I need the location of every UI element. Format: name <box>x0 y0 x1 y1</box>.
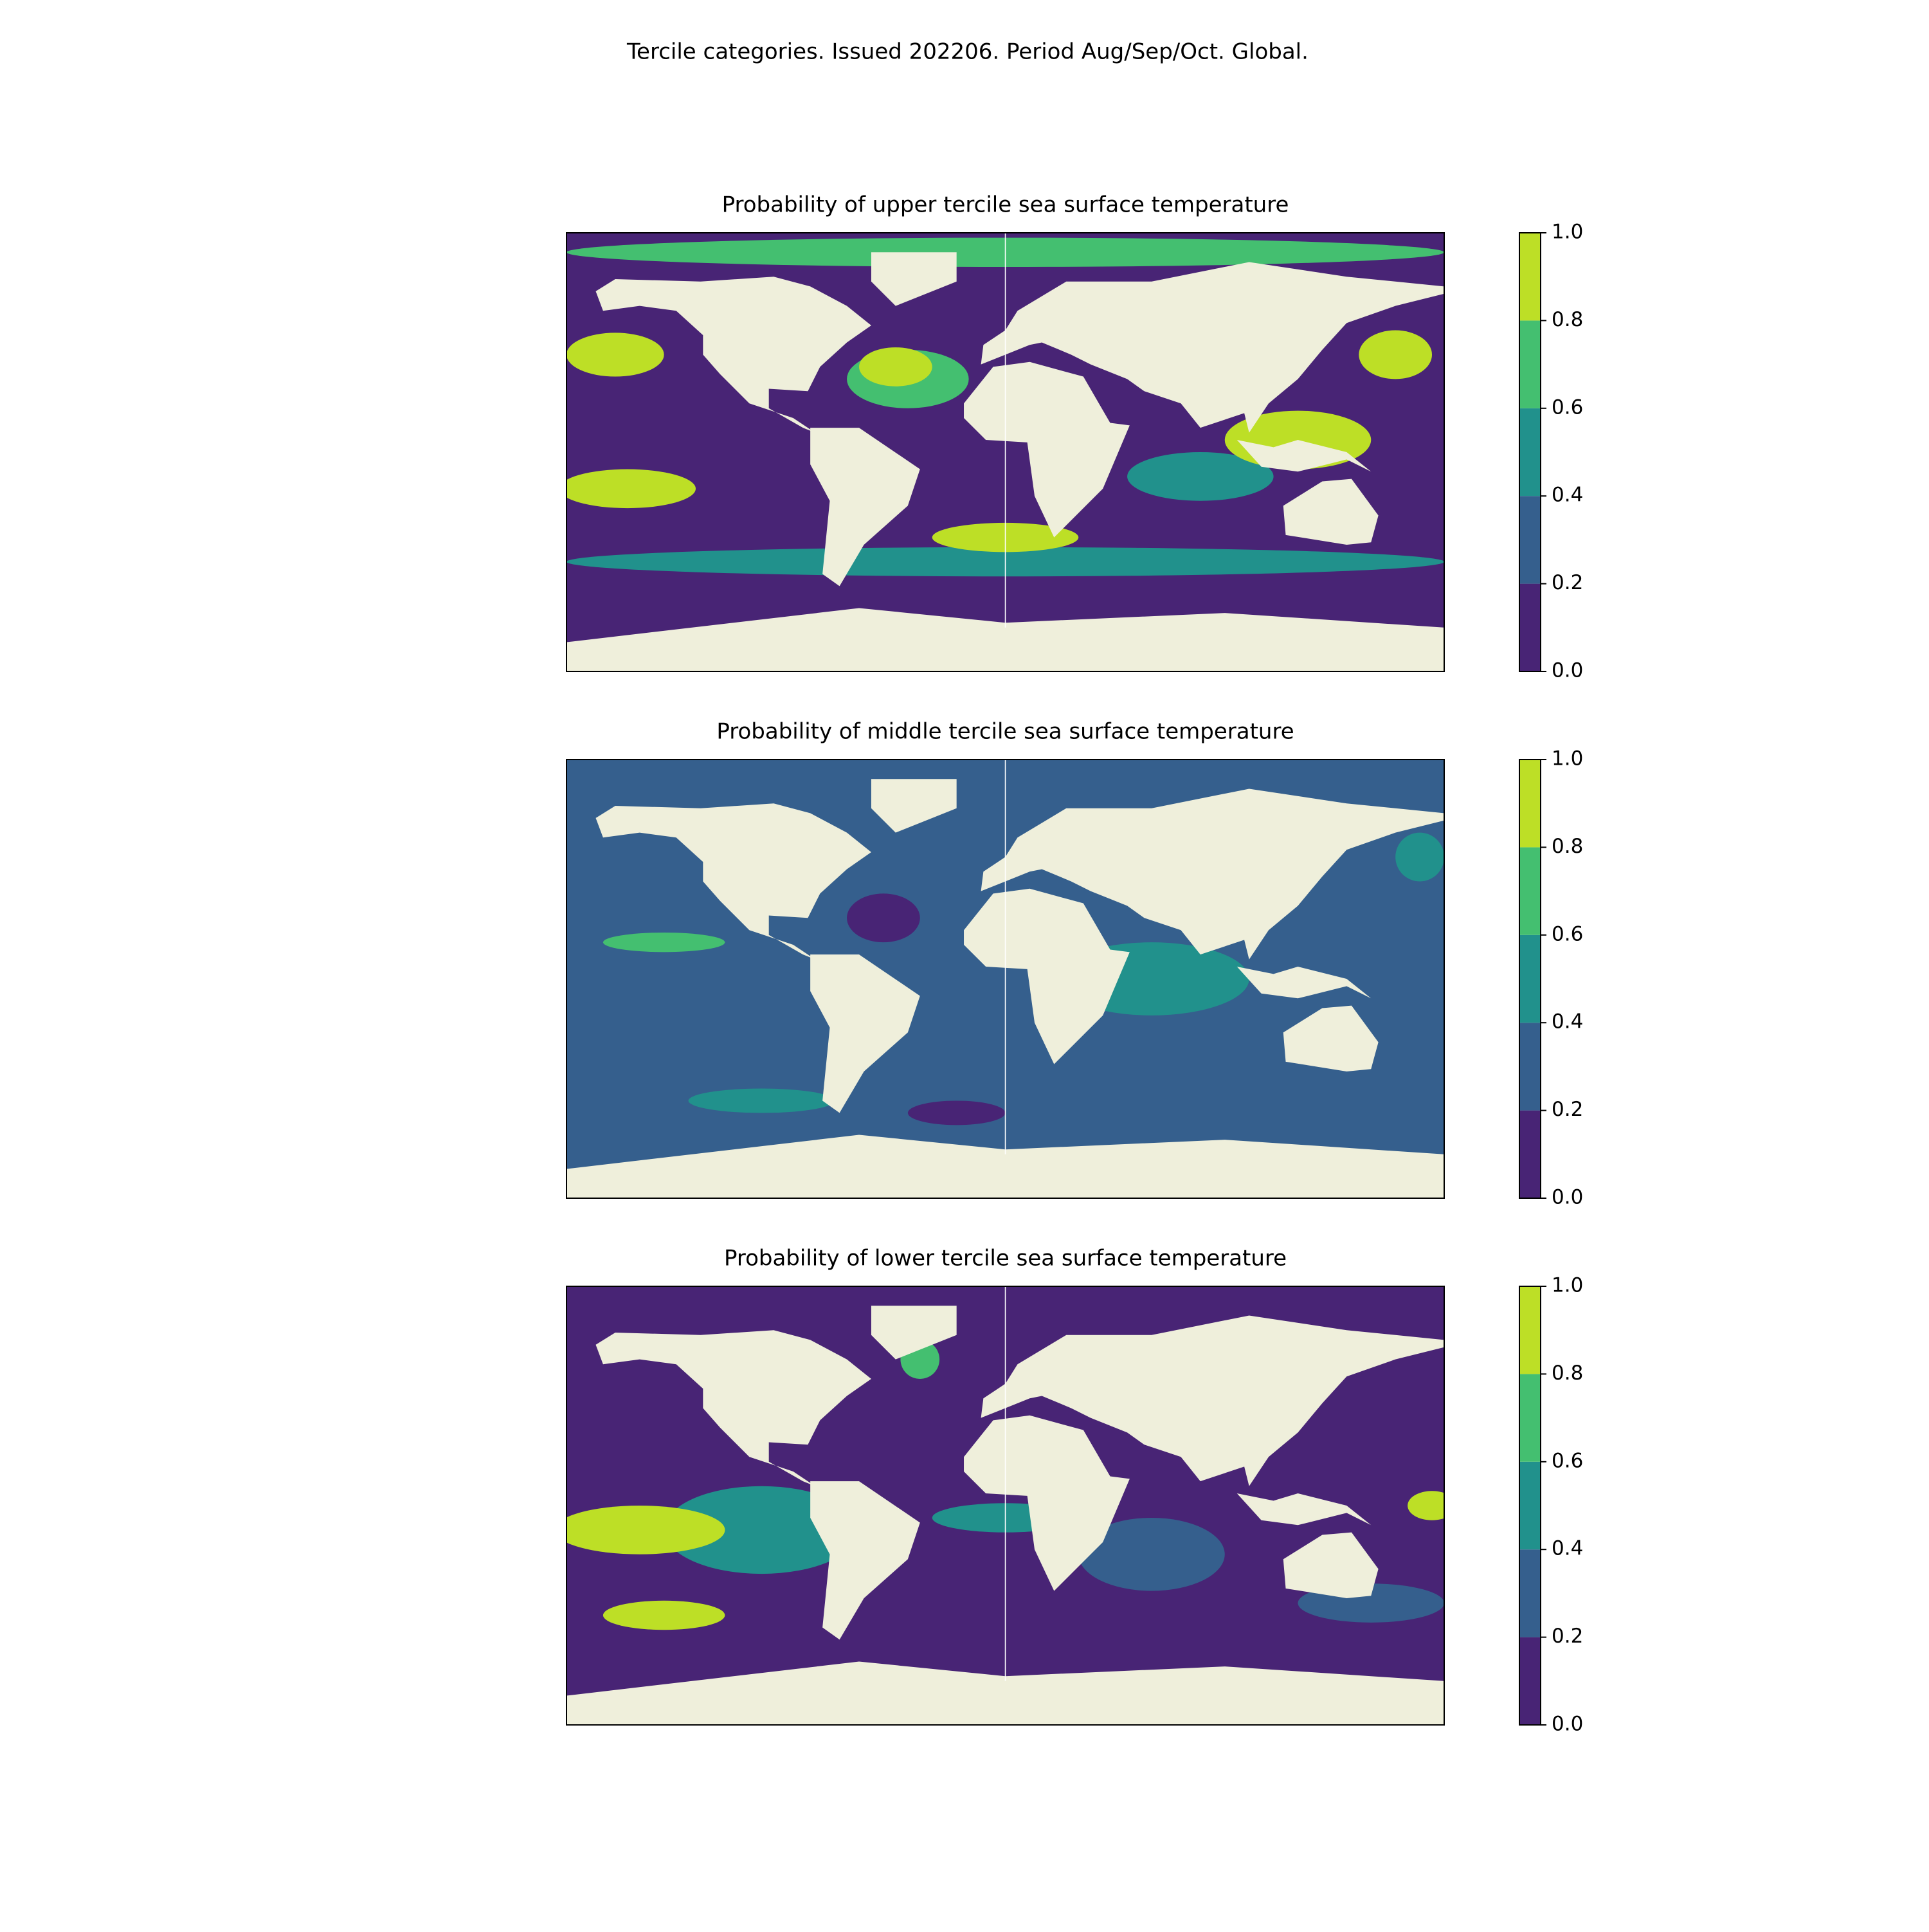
probability-patch <box>602 1600 725 1630</box>
land <box>1283 478 1379 545</box>
map <box>566 1286 1444 1725</box>
colorbar-segment <box>1519 1110 1541 1198</box>
colorbar-tick-label: 0.0 <box>1552 1186 1583 1209</box>
map <box>566 760 1444 1198</box>
probability-patch <box>847 893 920 943</box>
colorbar-tick-label: 1.0 <box>1552 221 1583 244</box>
colorbar-segment <box>1519 1461 1541 1550</box>
probability-patch <box>566 469 696 509</box>
map <box>566 233 1444 671</box>
colorbar-tick-label: 0.8 <box>1552 308 1583 331</box>
land <box>810 1481 920 1640</box>
probability-patch <box>1127 452 1274 501</box>
colorbar-segment <box>1519 1286 1541 1374</box>
map-frame <box>566 1286 1445 1726</box>
colorbar-tick-label: 0.2 <box>1552 1098 1583 1121</box>
colorbar-segment <box>1519 934 1541 1023</box>
land <box>981 788 1444 960</box>
colorbar-tick-label: 0.2 <box>1552 1625 1583 1648</box>
colorbar-segment <box>1519 233 1541 321</box>
probability-patch <box>566 333 664 377</box>
probability-patch <box>566 1506 725 1554</box>
land <box>1283 1005 1379 1071</box>
colorbar-tick-label: 0.0 <box>1552 659 1583 682</box>
land <box>566 1135 1444 1198</box>
land <box>810 954 920 1113</box>
colorbar-tick-label: 0.4 <box>1552 1010 1583 1034</box>
probability-patch <box>859 347 932 387</box>
probability-patch <box>602 933 725 952</box>
land <box>981 1315 1444 1486</box>
colorbar-segment <box>1519 1023 1541 1111</box>
land <box>871 779 957 833</box>
probability-patch <box>1359 330 1433 379</box>
land <box>595 1330 871 1486</box>
probability-patch <box>1395 832 1444 882</box>
colorbar-frame <box>1519 232 1541 672</box>
colorbar-frame <box>1519 1286 1541 1726</box>
probability-patch <box>688 1088 835 1113</box>
colorbar-tick-label: 0.6 <box>1552 396 1583 419</box>
colorbar-segment <box>1519 1637 1541 1725</box>
land <box>1236 967 1372 999</box>
land <box>1236 440 1372 472</box>
probability-patch <box>1408 1491 1444 1520</box>
colorbar-segment <box>1519 496 1541 584</box>
probability-patch <box>664 1486 859 1574</box>
colorbar-tick-label: 0.0 <box>1552 1713 1583 1736</box>
map-frame <box>566 232 1445 672</box>
land <box>595 803 871 960</box>
land <box>566 608 1444 671</box>
colorbar-tick-label: 0.6 <box>1552 922 1583 945</box>
panel-title: Probability of lower tercile sea surface… <box>724 1246 1287 1271</box>
land <box>566 1661 1444 1725</box>
land <box>871 1306 957 1360</box>
land <box>595 277 871 433</box>
colorbar-segment <box>1519 320 1541 408</box>
colorbar-tick-label: 0.4 <box>1552 484 1583 507</box>
colorbar-tick-label: 0.4 <box>1552 1537 1583 1560</box>
figure-title: Tercile categories. Issued 202206. Perio… <box>626 39 1309 65</box>
colorbar-frame <box>1519 759 1541 1199</box>
land <box>1236 1493 1372 1526</box>
colorbar-tick-label: 0.8 <box>1552 835 1583 858</box>
colorbar-segment <box>1519 408 1541 497</box>
colorbar-segment <box>1519 1374 1541 1462</box>
colorbar-tick-label: 1.0 <box>1552 747 1583 770</box>
colorbar-tick-label: 1.0 <box>1552 1274 1583 1297</box>
colorbar-segment <box>1519 847 1541 935</box>
colorbar-tick-label: 0.6 <box>1552 1449 1583 1472</box>
land <box>1283 1532 1379 1598</box>
panel-title: Probability of upper tercile sea surface… <box>722 192 1289 218</box>
colorbar-segment <box>1519 1549 1541 1637</box>
probability-patch <box>1078 1517 1225 1591</box>
colorbar-segment <box>1519 583 1541 671</box>
colorbar-tick-label: 0.8 <box>1552 1362 1583 1385</box>
colorbar-segment <box>1519 760 1541 848</box>
land <box>871 252 957 306</box>
panel-title: Probability of middle tercile sea surfac… <box>716 719 1294 745</box>
map-frame <box>566 759 1445 1199</box>
colorbar-tick-label: 0.2 <box>1552 571 1583 594</box>
probability-patch <box>907 1100 1006 1125</box>
land <box>810 428 920 587</box>
land <box>981 262 1444 433</box>
